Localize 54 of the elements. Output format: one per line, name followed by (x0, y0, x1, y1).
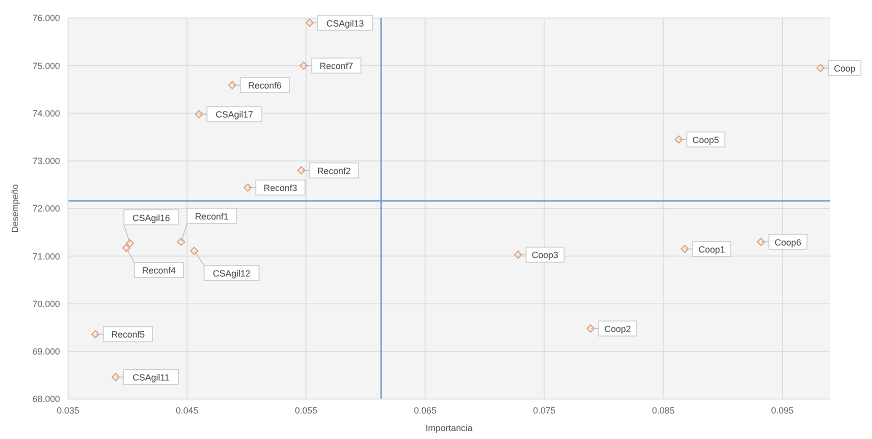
y-tick-label: 69.000 (32, 346, 60, 357)
x-tick-label: 0.045 (176, 405, 198, 416)
point (190, 246, 198, 255)
annotation: Coop6 (774, 237, 802, 248)
point (514, 250, 522, 259)
point (91, 330, 100, 338)
annotation: Reconf2 (317, 166, 351, 176)
point (297, 166, 306, 174)
point (300, 62, 308, 70)
x-tick-label: 0.095 (771, 405, 794, 416)
point (306, 18, 314, 27)
point (816, 64, 825, 72)
point (674, 135, 683, 144)
point (756, 238, 766, 246)
annotation: Coop3 (532, 250, 558, 260)
x-tick-label: 0.035 (56, 405, 80, 416)
annotation: CSAgil17 (216, 110, 254, 120)
point (680, 244, 689, 254)
annotation: Coop (834, 64, 856, 74)
y-axis-title: Desempeño (10, 184, 20, 233)
x-axis-title: Importancia (425, 423, 473, 433)
x-tick-label: 0.085 (652, 405, 675, 416)
point (244, 183, 252, 192)
y-tick-label: 68.000 (32, 394, 60, 404)
y-tick-label: 74.000 (32, 108, 60, 118)
annotation: Reconf3 (264, 183, 298, 194)
y-tick-label: 70.000 (32, 298, 60, 309)
point (126, 239, 134, 248)
x-tick-label: 0.075 (532, 405, 556, 416)
x-tick-label: 0.055 (294, 405, 318, 416)
y-tick-label: 72.000 (32, 204, 60, 214)
annotation: CSAgil16 (132, 212, 170, 223)
y-tick-label: 73.000 (32, 156, 60, 166)
point (177, 238, 186, 246)
y-tick-label: 76.000 (32, 13, 60, 24)
y-tick-label: 71.000 (32, 251, 60, 262)
annotation: Reconf6 (248, 80, 282, 91)
annotation: Coop2 (604, 324, 631, 334)
point (228, 81, 236, 90)
point (122, 244, 130, 252)
point (112, 372, 120, 382)
annotation: Reconf7 (320, 61, 354, 72)
annotation: Coop1 (698, 244, 726, 254)
annotation: CSAgil11 (132, 372, 170, 383)
annotation: Coop5 (692, 134, 720, 145)
y-tick-label: 75.000 (32, 60, 60, 71)
annotation: Reconf1 (194, 211, 228, 222)
point (586, 324, 595, 333)
annotation: Reconf5 (111, 330, 145, 340)
annotation: Reconf4 (142, 266, 176, 276)
annotation: CSAgil13 (326, 18, 364, 28)
x-tick-label: 0.065 (414, 405, 436, 416)
point (194, 110, 204, 118)
annotation: CSAgil12 (212, 268, 250, 278)
